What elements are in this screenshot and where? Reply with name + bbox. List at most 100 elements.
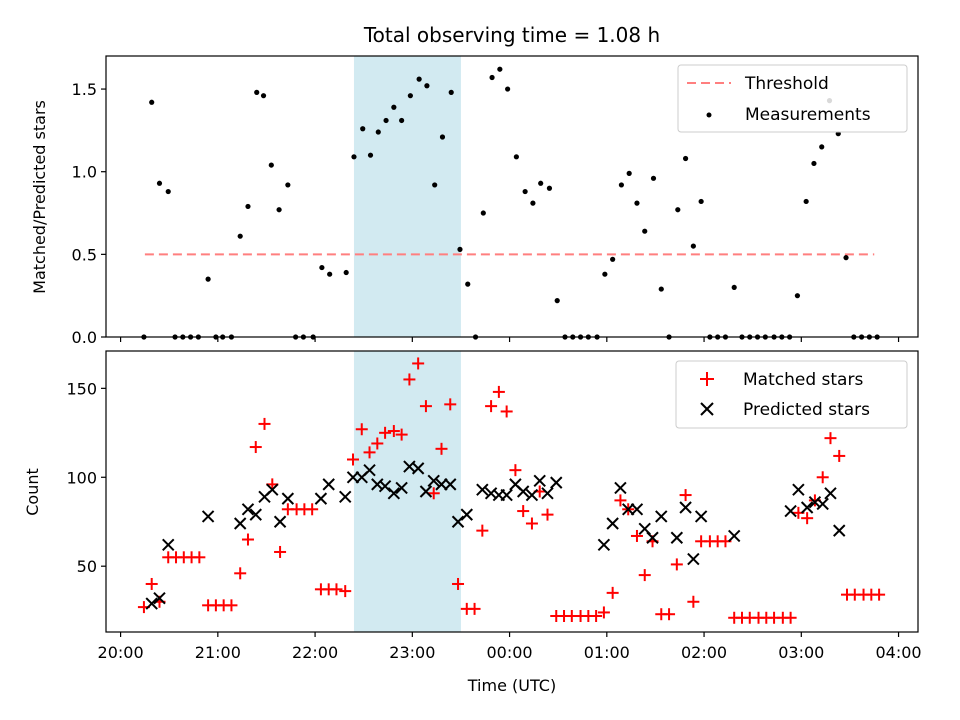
measurement-point <box>698 198 704 205</box>
predicted-star-point <box>419 485 433 498</box>
predicted-star-point <box>833 524 846 537</box>
measurement-point <box>391 104 397 110</box>
top-shaded-interval <box>353 56 461 337</box>
predicted-star-point <box>622 503 635 516</box>
measurement-point <box>803 198 809 205</box>
predicted-star-point <box>145 597 158 610</box>
measurement-point <box>843 255 849 261</box>
x-tick-label: 01:00 <box>584 643 630 662</box>
measurement-point <box>237 233 243 239</box>
matched-star-point <box>395 428 408 441</box>
matched-star-point <box>873 588 886 601</box>
matched-star-point <box>225 599 238 612</box>
measurement-point <box>260 93 267 99</box>
measurements-series <box>141 66 880 340</box>
measurement-point <box>602 271 608 277</box>
predicted-star-point <box>339 490 352 504</box>
top-y-axis-label: Matched/Predicted stars <box>30 100 49 294</box>
matched-star-point <box>387 425 400 438</box>
measurement-point <box>522 188 528 195</box>
matched-star-point <box>663 608 676 621</box>
measurement-point <box>360 126 366 132</box>
measurement-point <box>546 185 553 191</box>
measurement-point <box>626 170 632 176</box>
y-tick-label: 100 <box>66 468 97 487</box>
top-x-ticks <box>119 337 900 342</box>
y-tick-label: 150 <box>66 379 97 398</box>
predicted-star-point <box>435 478 448 491</box>
predicted-star-point <box>816 497 829 511</box>
predicted-star-point <box>387 487 401 500</box>
measurement-point <box>416 76 422 82</box>
bottom-shaded-interval <box>353 351 461 632</box>
predicted-star-point <box>241 503 255 516</box>
predicted-star-point <box>800 501 814 514</box>
matched-star-point <box>145 577 158 590</box>
matched-star-point <box>274 545 287 558</box>
matched-star-point <box>614 494 627 507</box>
predicted-star-point <box>597 538 611 552</box>
measurement-point <box>690 243 696 249</box>
matched-star-point <box>403 373 416 386</box>
measurement-point <box>268 162 274 168</box>
measurement-point <box>276 207 282 213</box>
predicted-star-point <box>541 487 554 500</box>
predicted-star-point <box>792 483 805 496</box>
measurement-point <box>432 182 438 188</box>
bottom-legend: Matched stars Predicted stars <box>675 360 908 429</box>
predicted-star-point <box>694 510 708 523</box>
predicted-star-point <box>646 531 659 544</box>
measurement-point <box>634 200 640 206</box>
measurement-point <box>407 93 413 99</box>
y-tick-label: 0.0 <box>72 328 97 347</box>
legend-matched-label: Matched stars <box>743 370 863 390</box>
matched-star-point <box>525 517 538 530</box>
predicted-star-point <box>281 492 295 505</box>
matched-star-point <box>468 602 481 615</box>
measurement-point <box>819 144 825 150</box>
predicted-star-point <box>249 508 262 521</box>
predicted-star-point <box>630 503 644 516</box>
matched-star-point <box>597 606 610 619</box>
measurement-point <box>538 180 544 186</box>
predicted-star-point <box>378 479 392 493</box>
predicted-star-point <box>533 474 546 488</box>
matched-star-point <box>824 432 837 445</box>
matched-star-point <box>234 567 247 580</box>
legend-predicted-swatch <box>700 402 714 416</box>
matched-star-point <box>670 558 683 571</box>
y-tick-label: 1.0 <box>72 163 97 182</box>
matched-star-point <box>347 453 360 466</box>
legend-matched-swatch <box>700 372 714 386</box>
x-tick-label: 02:00 <box>681 643 727 662</box>
matched-star-point <box>412 357 425 370</box>
matched-star-point <box>339 585 352 598</box>
x-tick-label: 22:00 <box>292 643 338 662</box>
matched-star-point <box>687 595 700 608</box>
bottom-y-axis: 50 100 150 <box>66 379 106 576</box>
measurement-point <box>610 256 616 262</box>
predicted-star-point <box>550 476 563 489</box>
predicted-star-point <box>655 510 668 523</box>
matched-star-point <box>193 551 206 564</box>
matched-star-point <box>379 426 392 439</box>
matched-star-point <box>833 449 846 462</box>
y-tick-label: 50 <box>77 557 97 576</box>
measurement-point <box>367 152 374 158</box>
matched-star-point <box>306 503 319 516</box>
top-plot-frame <box>105 55 919 338</box>
measurement-point <box>794 293 801 299</box>
predicted-star-point <box>162 538 175 552</box>
measurement-point <box>513 154 519 160</box>
bottom-x-axis: 20:00 21:00 22:00 23:00 00:00 01:00 02:00 03:00… <box>98 632 922 662</box>
measurement-point <box>489 74 495 81</box>
measurement-point <box>505 86 511 92</box>
matched-star-point <box>419 400 432 413</box>
matched-star-point <box>427 487 440 500</box>
x-tick-label: 21:00 <box>195 643 241 662</box>
predicted-star-point <box>460 508 473 521</box>
predicted-star-point <box>444 478 457 491</box>
x-tick-label: 03:00 <box>778 643 824 662</box>
measurement-point <box>650 175 657 181</box>
measurement-point <box>448 89 454 95</box>
